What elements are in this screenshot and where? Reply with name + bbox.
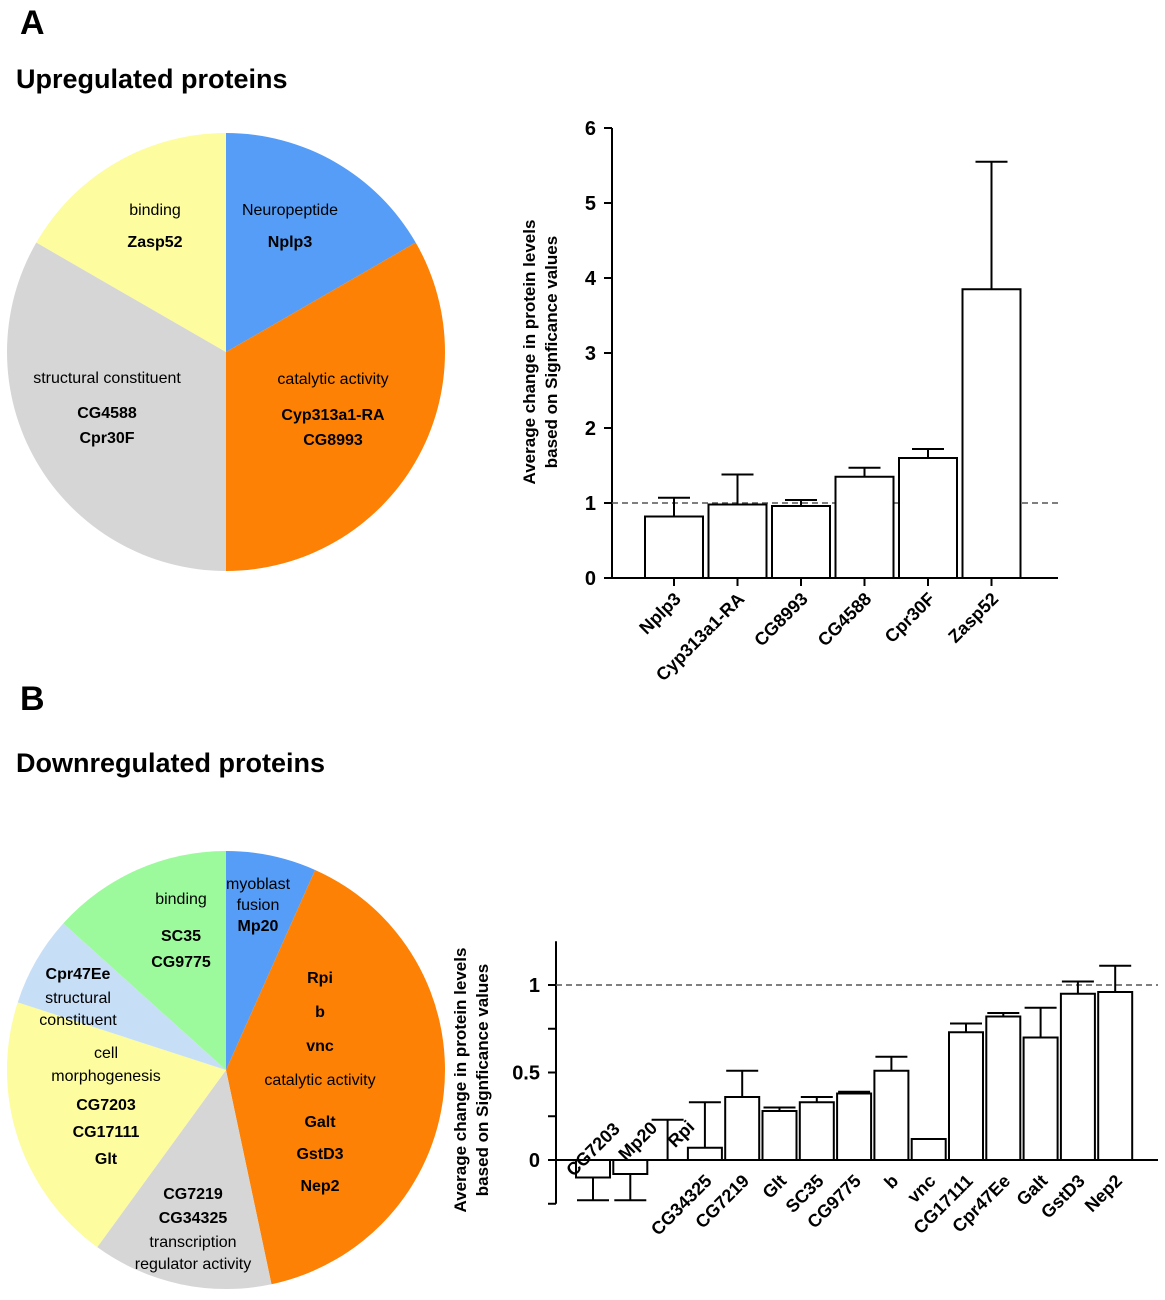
pie-b-protein-label-nep2: Nep2	[300, 1178, 339, 1195]
pie-b-protein-label-sc35: SC35	[161, 928, 201, 945]
pie-b-protein-label-b: b	[315, 1004, 325, 1021]
bar-b-x-label-mp20: Mp20	[614, 1118, 661, 1165]
pie-b-slice-binding	[63, 850, 226, 1070]
pie-b-category-label-cell-morphogenesis: morphogenesis	[51, 1068, 160, 1085]
pie-b-category-label-binding: binding	[155, 891, 207, 908]
panel-b-title: Downregulated proteins	[16, 748, 326, 778]
pie-b-protein-label-vnc: vnc	[306, 1038, 334, 1055]
pie-b-protein-label-cg7219: CG7219	[163, 1186, 223, 1203]
pie-b-protein-label-glt: Glt	[95, 1151, 118, 1168]
panel-a-title: Upregulated proteins	[16, 64, 288, 94]
bar-a-bar-cg4588	[834, 475, 895, 579]
pie-b-category-label-cell-morphogenesis: cell	[94, 1045, 118, 1062]
pie-a-category-label-catalytic-activity: catalytic activity	[277, 371, 388, 388]
pie-b-category-label-transcription-regulator-activity: transcription	[149, 1234, 236, 1251]
bar-b-x-label-rpi: Rpi	[664, 1117, 699, 1152]
bar-a-bar-zasp52	[961, 288, 1022, 579]
bar-a-y-tick-label: 4	[585, 268, 597, 290]
pie-b-protein-label-cg7203: CG7203	[76, 1097, 136, 1114]
pie-b-slice-myoblast-fusion	[226, 851, 316, 1070]
bar-b-y-tick-label: 0	[529, 1150, 540, 1172]
bar-b-bar-vnc	[910, 1138, 947, 1161]
pie-b-protein-label-cg17111: CG17111	[73, 1124, 140, 1141]
bar-b-bar-galt	[1022, 1036, 1059, 1161]
pie-a-category-label-neuropeptide: Neuropeptide	[242, 202, 338, 219]
bar-b-y-tick-label: 0.5	[512, 1063, 540, 1085]
bar-a-y-tick-label: 1	[585, 493, 596, 515]
pie-a-protein-label-nplp3: Nplp3	[268, 234, 313, 251]
bar-a-x-label-cpr30f: Cpr30F	[881, 589, 939, 647]
bar-b-y-tick-label: 1	[529, 975, 540, 997]
bar-a-y-tick-label: 2	[585, 418, 596, 440]
pie-a-pie: Neuropeptide Nplp3 catalytic activity Cyp31…	[6, 133, 445, 571]
pie-b-protein-label-gstd3: GstD3	[296, 1146, 343, 1163]
pie-b-protein-label-cg9775: CG9775	[151, 954, 211, 971]
bar-a-y-tick-label: 3	[585, 343, 596, 365]
bar-a-y-axis-label: based on Signficance values	[542, 236, 561, 468]
pie-a-category-label-binding: binding	[129, 202, 181, 219]
pie-b-slice-catalytic-activity	[226, 869, 445, 1285]
pie-b-category-label-structural-constituent: structural	[45, 990, 111, 1007]
panel-a-letter: A	[20, 4, 45, 42]
bar-b-x-label-nep2: Nep2	[1081, 1171, 1126, 1216]
bar-b-bar-glt	[761, 1110, 798, 1161]
pie-a-protein-label-cg4588: CG4588	[77, 405, 137, 422]
pie-a-protein-label-zasp52: Zasp52	[127, 234, 182, 251]
pie-b-category-label-myoblast-fusion: myoblast	[226, 876, 291, 893]
bar-a-y-tick-label: 0	[585, 568, 596, 590]
bar-a-y-axis-label: Average change in protein levels	[520, 220, 539, 485]
bar-a-y-tick-label: 5	[585, 193, 596, 215]
pie-b-protein-label-cpr47ee: Cpr47Ee	[46, 966, 111, 983]
bar-a-x-label-zasp52: Zasp52	[944, 589, 1002, 647]
pie-a-slice-binding	[36, 133, 227, 352]
bar-b-y-axis-label: based on Signficance values	[473, 964, 492, 1196]
pie-a-protein-label-cpr30f: Cpr30F	[79, 430, 134, 447]
pie-a-protein-label-cyp313a1-ra: Cyp313a1-RA	[281, 407, 385, 424]
pie-a-slice-catalytic-activity	[226, 242, 445, 571]
pie-b-protein-label-galt: Galt	[304, 1114, 336, 1131]
bar-b-bar-gstd3	[1059, 992, 1096, 1161]
bar-b-bar-cg34325	[686, 1146, 723, 1161]
pie-b-slice-transcription-regulator-activity	[97, 1070, 272, 1289]
bar-b-bar-sc35	[798, 1101, 835, 1161]
bar-b-bar-cg17111	[948, 1031, 984, 1161]
pie-a-protein-label-cg8993: CG8993	[303, 432, 363, 449]
pie-b-slice-structural-constituent	[17, 923, 226, 1070]
bar-b-bar-chart: 0 0.5 1 Average change in protein levels bas…	[451, 941, 1158, 1239]
bar-b-bar-cpr47ee	[985, 1015, 1022, 1161]
bar-b-bar-cg9775	[836, 1092, 873, 1161]
bar-a-y-tick-label: 6	[585, 118, 596, 140]
pie-a-slice-neuropeptide	[226, 133, 416, 352]
pie-b-category-label-structural-constituent: constituent	[39, 1012, 117, 1029]
pie-a-slice-structural-constituent	[6, 242, 226, 571]
pie-b-protein-label-mp20: Mp20	[238, 918, 279, 935]
bar-a-bar-chart: 0 1 2 3 4 5 6 Average change in protein levels b…	[520, 118, 1058, 685]
pie-b-protein-label-rpi: Rpi	[307, 970, 333, 987]
pie-a-category-label-structural-constituent: structural constituent	[33, 370, 181, 387]
pie-b-protein-label-cg34325: CG34325	[159, 1210, 228, 1227]
bar-b-x-label-b: b	[880, 1171, 902, 1193]
bar-a-x-label-nplp3: Nplp3	[635, 589, 685, 639]
bar-a-bar-cg8993	[771, 505, 831, 579]
pie-b-category-label-catalytic-activity: catalytic activity	[264, 1072, 375, 1089]
bar-b-bar-nep2	[1097, 991, 1134, 1161]
bar-a-bar-cyp313a1-ra	[707, 503, 768, 579]
pie-b-category-label-transcription-regulator-activity: regulator activity	[135, 1256, 252, 1273]
bar-a-x-label-cg8993: CG8993	[750, 589, 812, 651]
pie-b-category-label-myoblast-fusion: fusion	[237, 897, 280, 914]
bar-a-x-label-cg4588: CG4588	[814, 589, 876, 651]
bar-b-y-axis-label: Average change in protein levels	[451, 948, 470, 1213]
bar-b-bar-b	[873, 1069, 910, 1161]
bar-a-bar-nplp3	[644, 515, 704, 579]
bar-b-bar-cg7219	[724, 1096, 761, 1161]
bar-a-bar-cpr30f	[898, 457, 958, 579]
pie-b-pie: myoblast fusion Mp20 Rpi b vnc catalytic activ…	[6, 850, 445, 1289]
panel-b-letter: B	[20, 680, 45, 718]
pie-b-slice-cell-morphogenesis	[6, 1002, 226, 1248]
